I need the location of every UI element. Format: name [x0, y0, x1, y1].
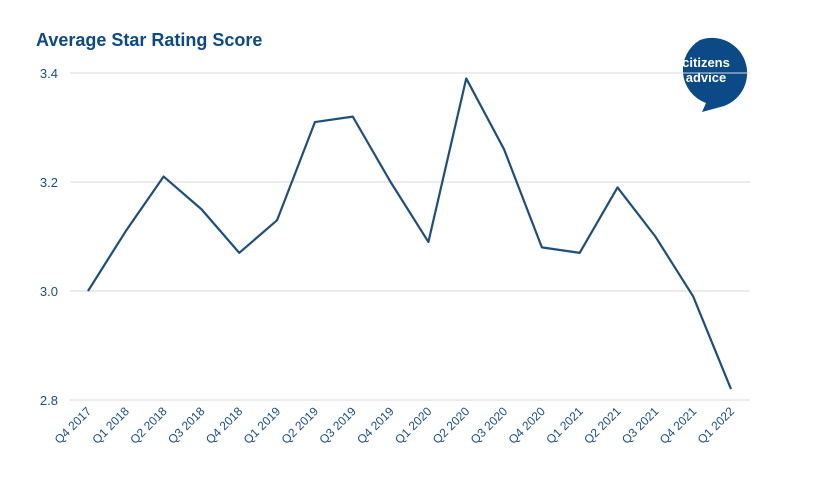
x-tick-label: Q1 2021	[543, 404, 586, 447]
line	[87, 77, 733, 390]
x-tick-label: Q2 2021	[581, 404, 624, 447]
x-tick-label: Q4 2021	[657, 404, 700, 447]
x-tick-label: Q1 2022	[695, 404, 738, 447]
x-tick-label: Q3 2020	[468, 404, 511, 447]
y-tick-label: 3.2	[40, 175, 58, 190]
x-tick-label: Q4 2018	[203, 404, 246, 447]
y-tick-label: 3.0	[40, 284, 58, 299]
y-tick-label: 3.4	[40, 66, 58, 81]
x-tick-label: Q2 2019	[279, 404, 322, 447]
logo-text: citizens	[682, 55, 730, 70]
chart-title: Average Star Rating Score	[36, 30, 262, 50]
y-tick-label: 2.8	[40, 393, 58, 408]
x-tick-label: Q4 2017	[52, 404, 95, 447]
logo-badge	[682, 37, 748, 113]
x-tick-label: Q1 2018	[89, 404, 132, 447]
x-tick-label: Q3 2019	[316, 404, 359, 447]
x-tick-label: Q4 2019	[354, 404, 397, 447]
logo: citizens advice	[682, 37, 748, 113]
x-tick-label: Q2 2020	[430, 404, 473, 447]
x-tick-label: Q2 2018	[127, 404, 170, 447]
x-tick-label: Q3 2021	[619, 404, 662, 447]
x-tick-label: Q3 2018	[165, 404, 208, 447]
x-tick-label: Q1 2019	[241, 404, 284, 447]
logo-text: advice	[686, 70, 726, 85]
x-tick-label: Q1 2020	[392, 404, 435, 447]
x-tick-label: Q4 2020	[506, 404, 549, 447]
